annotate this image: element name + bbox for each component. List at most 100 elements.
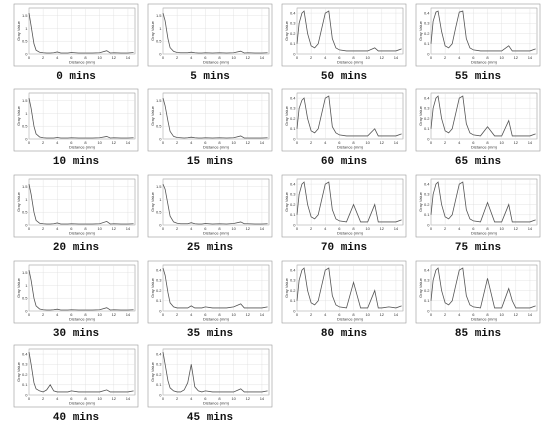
y-tick-label: 1.5 [22, 98, 28, 103]
y-tick-label: 0.4 [424, 182, 430, 187]
x-axis-label: Distance (mm) [203, 317, 230, 322]
x-tick-label: 6 [70, 55, 73, 60]
profile-line [162, 352, 268, 393]
x-tick-label: 2 [42, 396, 45, 401]
panel-frame [281, 260, 407, 324]
y-tick-label: 0.4 [290, 11, 296, 16]
panel-frame [415, 260, 541, 324]
x-tick-label: 2 [176, 396, 179, 401]
x-tick-label: 0 [430, 226, 433, 231]
y-tick-label: 1.5 [22, 13, 28, 18]
y-tick-label: 0 [427, 308, 430, 313]
panel-caption: 15 mins [187, 156, 233, 168]
x-tick-label: 10 [231, 226, 236, 231]
x-tick-label: 2 [444, 226, 447, 231]
panel-frame [415, 88, 541, 152]
panel-caption: 35 mins [187, 328, 233, 340]
x-tick-label: 14 [528, 312, 533, 317]
x-axis-label: Distance (mm) [337, 145, 364, 150]
profile-line [28, 98, 134, 139]
x-tick-label: 12 [380, 312, 385, 317]
x-tick-label: 2 [444, 55, 447, 60]
y-tick-label: 0.4 [424, 96, 430, 101]
y-tick-label: 0.4 [424, 11, 430, 16]
y-tick-label: 0 [159, 136, 162, 141]
x-tick-label: 6 [204, 55, 207, 60]
x-tick-label: 10 [97, 396, 102, 401]
panel-caption: 65 mins [455, 156, 501, 168]
x-tick-label: 2 [42, 312, 45, 317]
x-tick-label: 10 [231, 55, 236, 60]
x-tick-label: 14 [528, 226, 533, 231]
x-tick-label: 14 [260, 396, 265, 401]
x-tick-label: 14 [126, 55, 131, 60]
profile-line [430, 267, 536, 309]
panel-frame [415, 3, 541, 67]
y-tick-label: 0.2 [424, 31, 430, 36]
y-tick-label: 0 [25, 51, 28, 56]
x-tick-label: 10 [365, 226, 370, 231]
x-tick-label: 6 [472, 55, 475, 60]
y-tick-label: 0.5 [156, 124, 162, 129]
x-tick-label: 12 [112, 396, 117, 401]
y-tick-label: 1 [159, 26, 162, 31]
x-tick-label: 4 [190, 140, 193, 145]
y-tick-label: 0.5 [156, 39, 162, 44]
x-tick-label: 8 [84, 55, 87, 60]
x-axis-label: Distance (mm) [203, 401, 230, 406]
profile-line [162, 267, 268, 309]
panel-frame [147, 174, 273, 238]
x-tick-label: 14 [260, 140, 265, 145]
x-tick-label: 10 [97, 226, 102, 231]
y-tick-label: 0.5 [22, 124, 28, 129]
x-tick-label: 10 [97, 55, 102, 60]
y-tick-label: 0.3 [156, 362, 162, 367]
y-tick-label: 0 [25, 136, 28, 141]
x-tick-label: 8 [84, 140, 87, 145]
y-tick-label: 0 [293, 136, 296, 141]
x-tick-label: 10 [499, 55, 504, 60]
x-tick-label: 4 [324, 312, 327, 317]
x-axis-label: Distance (mm) [203, 145, 230, 150]
y-tick-label: 0.2 [424, 116, 430, 121]
y-axis-label: Gray Value [284, 191, 289, 211]
x-tick-label: 4 [56, 312, 59, 317]
y-tick-label: 1.5 [156, 184, 162, 189]
x-tick-label: 8 [486, 55, 489, 60]
y-tick-label: 0.2 [424, 288, 430, 293]
y-tick-label: 0.4 [290, 96, 296, 101]
y-tick-label: 0.1 [424, 298, 430, 303]
y-tick-label: 0.3 [290, 106, 296, 111]
panel-caption: 50 mins [321, 71, 367, 83]
x-tick-label: 12 [246, 396, 251, 401]
x-tick-label: 0 [430, 140, 433, 145]
x-tick-label: 10 [97, 140, 102, 145]
x-tick-label: 0 [430, 312, 433, 317]
x-tick-label: 12 [246, 226, 251, 231]
x-tick-label: 8 [84, 396, 87, 401]
y-axis-label: Gray Value [150, 191, 155, 211]
x-tick-label: 4 [190, 396, 193, 401]
panel-frame [13, 174, 139, 238]
y-tick-label: 0.3 [290, 192, 296, 197]
panel-frame [281, 88, 407, 152]
x-tick-label: 8 [218, 312, 221, 317]
y-tick-label: 1.5 [22, 184, 28, 189]
x-tick-label: 8 [84, 226, 87, 231]
chart-panel: 0 2 4 6 8 10 12 14 0 0.5 1 1.5 Distance (mm) Gray Val… [13, 260, 139, 340]
x-tick-label: 10 [365, 55, 370, 60]
chart-panel: 0 2 4 6 8 10 12 14 0 0.1 0.2 0.3 0.4 Distance (mm) Gra… [415, 3, 541, 83]
panel-caption: 10 mins [53, 156, 99, 168]
x-tick-label: 10 [499, 312, 504, 317]
x-tick-label: 8 [218, 396, 221, 401]
x-tick-label: 2 [176, 226, 179, 231]
x-tick-label: 10 [231, 396, 236, 401]
x-tick-label: 0 [28, 312, 31, 317]
y-tick-label: 0 [293, 222, 296, 227]
x-tick-label: 4 [458, 140, 461, 145]
panel-caption: 60 mins [321, 156, 367, 168]
x-tick-label: 8 [218, 140, 221, 145]
x-tick-label: 0 [296, 55, 299, 60]
x-tick-label: 10 [231, 312, 236, 317]
y-tick-label: 0.5 [22, 39, 28, 44]
